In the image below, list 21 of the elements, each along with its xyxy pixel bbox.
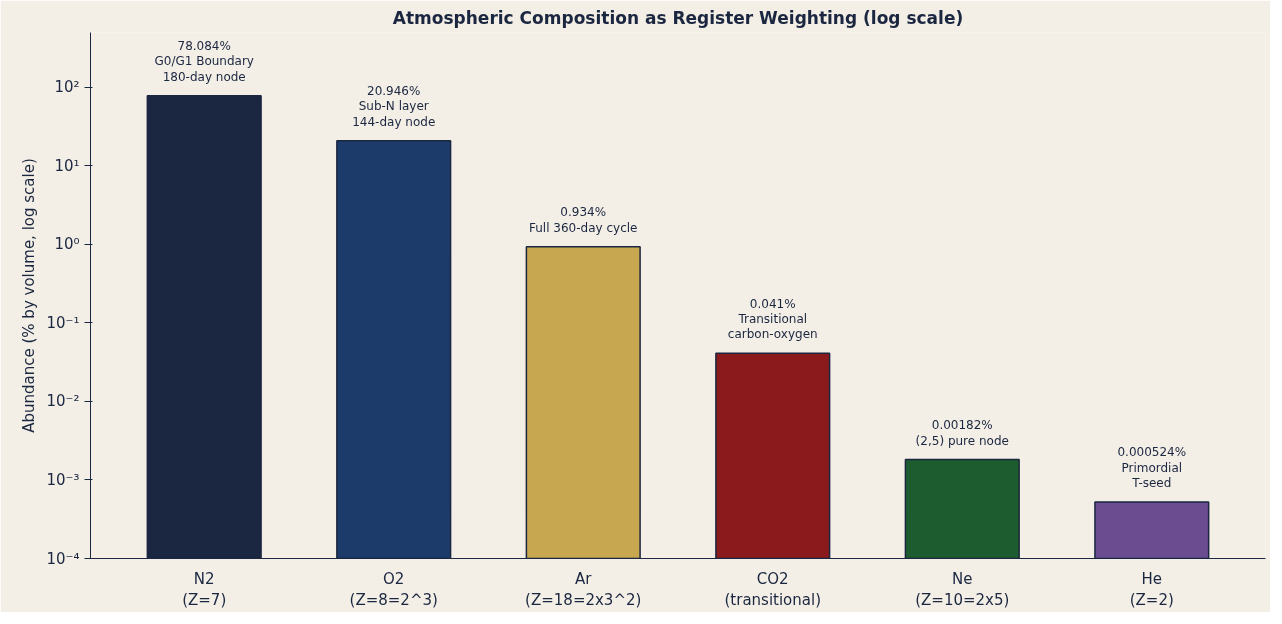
data-label: 20.946% Sub-N layer 144-day node bbox=[352, 83, 436, 129]
x-tick-label: Ar (Z=18=2x3^2) bbox=[525, 569, 642, 610]
x-tick-label: CO2 (transitional) bbox=[724, 569, 822, 610]
x-tick-label: He (Z=2) bbox=[1129, 569, 1174, 610]
y-tick-label: 10⁰ bbox=[54, 235, 80, 254]
y-tick-label: 10⁻¹ bbox=[46, 313, 80, 332]
x-tick-label: Ne (Z=10=2x5) bbox=[915, 569, 1010, 610]
y-tick-label: 10⁻³ bbox=[46, 470, 80, 489]
y-tick-label: 10⁻⁴ bbox=[46, 549, 80, 568]
y-tick-label: 10¹ bbox=[54, 156, 80, 175]
y-tick-label: 10² bbox=[54, 78, 80, 97]
x-tick-label: O2 (Z=8=2^3) bbox=[349, 569, 438, 610]
y-axis-title: Abundance (% by volume, log scale) bbox=[20, 158, 39, 433]
chart-title: Atmospheric Composition as Register Weighting (log scale) bbox=[392, 7, 964, 28]
y-tick-label: 10⁻² bbox=[46, 392, 80, 411]
data-label: 0.000524% Primordial T-seed bbox=[1117, 445, 1187, 491]
data-label: 0.934% Full 360-day cycle bbox=[529, 205, 638, 235]
data-label: 0.00182% (2,5) pure node bbox=[915, 418, 1009, 448]
x-tick-label: N2 (Z=7) bbox=[182, 569, 227, 610]
data-label: 78.084% G0/G1 Boundary 180-day node bbox=[154, 39, 254, 84]
data-label: 0.041% Transitional carbon-oxygen bbox=[727, 296, 818, 342]
